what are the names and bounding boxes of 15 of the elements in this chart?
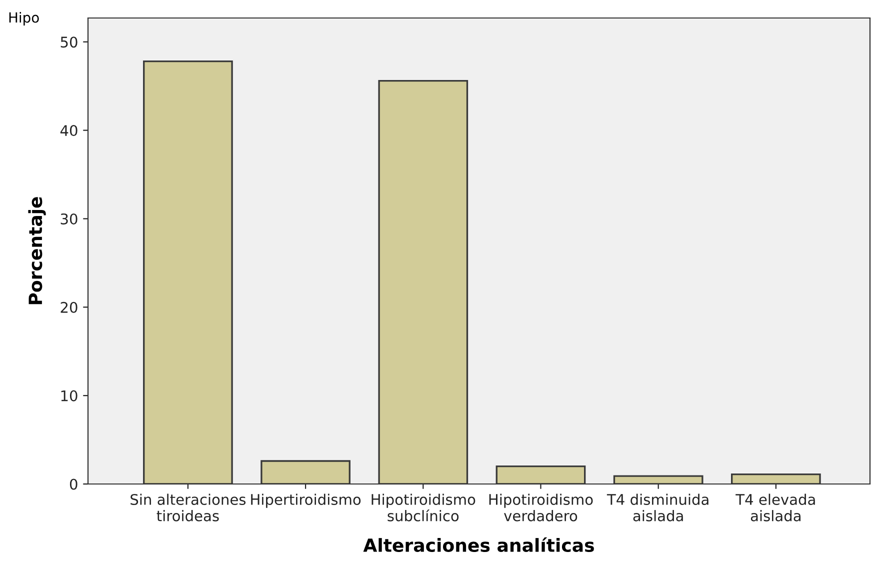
y-tick-label: 20 <box>60 302 78 313</box>
y-axis-title: Porcentaje <box>28 197 46 304</box>
x-tick-label: Hipertiroidismo <box>251 494 361 508</box>
x-tick-label: T4 disminuida aislada <box>606 494 708 522</box>
y-tick-label: 30 <box>60 213 78 224</box>
text: Hipo <box>9 12 39 26</box>
y-tick-label: 50 <box>60 36 78 48</box>
x-axis-title: Alteraciones analíticas <box>363 537 594 552</box>
y-tick-label: 10 <box>61 390 78 402</box>
x-tick-label: Sin alteraciones tiroideas <box>130 494 246 522</box>
y-tick-label: 40 <box>60 125 78 136</box>
y-tick-label: 0 <box>70 478 78 490</box>
x-tick-label: T4 elevada aislada <box>736 494 815 522</box>
x-tick-label: Hipotiroidismo subclínico <box>372 494 476 522</box>
x-tick-label: Hipotiroidismo verdadero <box>489 494 593 522</box>
